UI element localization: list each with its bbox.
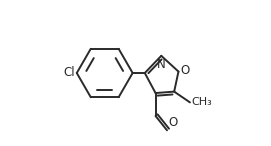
Text: O: O — [168, 116, 178, 129]
Text: O: O — [180, 64, 189, 77]
Text: N: N — [157, 58, 166, 71]
Text: CH₃: CH₃ — [191, 97, 212, 107]
Text: Cl: Cl — [63, 66, 75, 80]
